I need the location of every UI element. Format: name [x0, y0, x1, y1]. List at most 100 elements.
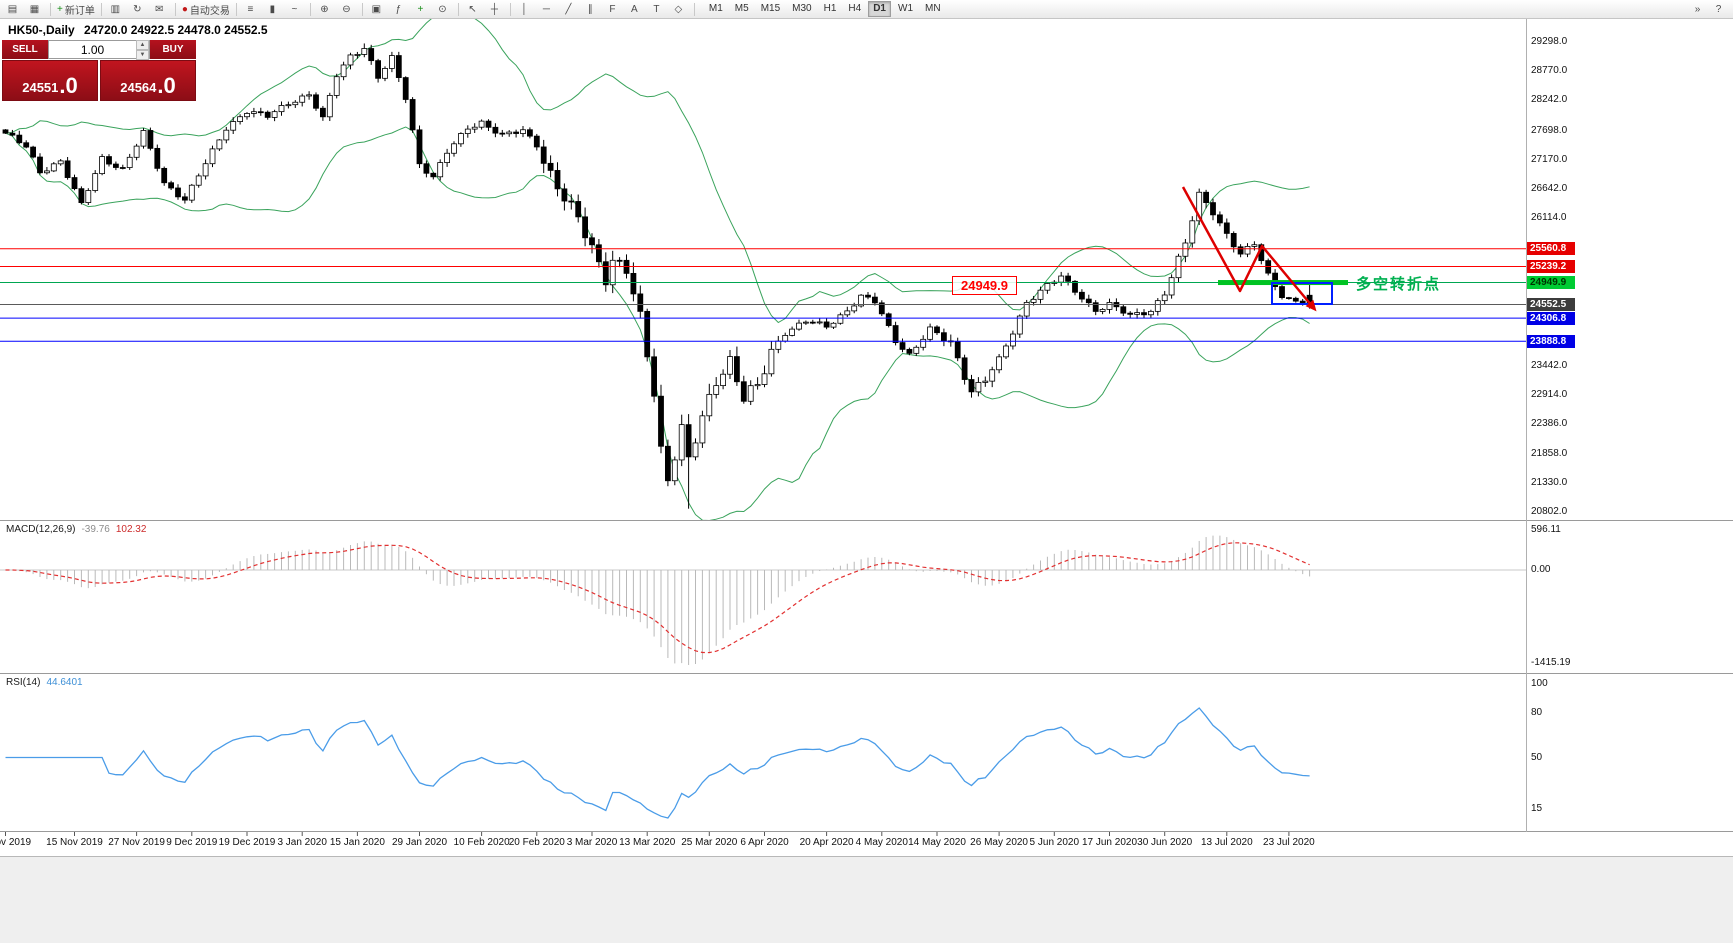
macd-pane — [0, 535, 1526, 665]
toolbar-separator — [509, 2, 511, 16]
rsi-pane — [5, 707, 1310, 819]
add-indicator-icon[interactable]: + — [411, 2, 432, 17]
label-icon-glyph: T — [653, 3, 660, 15]
tile-windows-icon[interactable]: ▣ — [367, 2, 388, 17]
toolbar-separator — [693, 2, 695, 16]
toolbar-separator — [361, 2, 363, 16]
profiles-icon-glyph: ▦ — [29, 3, 40, 15]
autotrading-button-glyph: ● — [181, 3, 188, 15]
vertical-line-icon[interactable]: │ — [515, 2, 536, 17]
one-click-trading-panel: SELL 1.00 ▲ ▼ BUY 24551.0 24564.0 — [2, 39, 196, 101]
line-chart-icon[interactable]: ~ — [285, 2, 306, 17]
buy-price-fraction: .0 — [157, 73, 176, 98]
timeframe-h1[interactable]: H1 — [823, 3, 837, 14]
cursor-icon-glyph: ↖ — [468, 3, 477, 15]
trade-panel-header: SELL 1.00 ▲ ▼ BUY — [2, 39, 196, 60]
zoom-in-icon[interactable]: ⊕ — [315, 2, 336, 17]
volume-up-icon[interactable]: ▲ — [136, 39, 149, 50]
help-icon[interactable]: ? — [1709, 2, 1730, 17]
fibonacci-icon-glyph: F — [609, 3, 616, 15]
horizontal-line-icon-glyph: ─ — [542, 3, 550, 15]
timeframe-h4[interactable]: H4 — [848, 3, 862, 14]
volume-down-icon[interactable]: ▼ — [136, 49, 149, 60]
bollinger-bands — [5, 18, 1310, 520]
zoom-out-icon[interactable]: ⊖ — [337, 2, 358, 17]
trendline-icon[interactable]: ╱ — [559, 2, 580, 17]
channel-icon[interactable]: ∥ — [581, 2, 602, 17]
label-icon[interactable]: T — [647, 2, 668, 17]
refresh-icon[interactable]: ↻ — [128, 2, 149, 17]
help-icon-glyph: ? — [1715, 3, 1722, 15]
sell-price-fraction: .0 — [59, 73, 78, 98]
toolbar-separator — [235, 2, 237, 16]
toolbar-separator — [457, 2, 459, 16]
candles — [2, 43, 1313, 509]
candlestick-chart-icon-glyph: ▮ — [269, 3, 276, 15]
pane-separators[interactable] — [0, 18, 1733, 832]
sell-tab[interactable]: SELL — [2, 40, 48, 59]
toolbar-overflow-icon[interactable]: » — [1688, 2, 1709, 17]
horizontal-line-icon[interactable]: ─ — [537, 2, 558, 17]
timeframe-m5[interactable]: M5 — [734, 3, 749, 14]
crosshair-icon[interactable]: ┼ — [485, 2, 506, 17]
trendline-icon-glyph: ╱ — [565, 3, 572, 15]
timeframe-m15[interactable]: M15 — [760, 3, 781, 14]
volume-input[interactable]: 1.00 ▲ ▼ — [48, 39, 150, 60]
candlestick-chart-icon[interactable]: ▮ — [263, 2, 284, 17]
timeframe-m1[interactable]: M1 — [708, 3, 723, 14]
sell-button[interactable]: 24551.0 — [2, 60, 98, 101]
refresh-icon-glyph: ↻ — [133, 3, 142, 15]
alerts-icon-glyph: ✉ — [155, 3, 164, 15]
crosshair-icon-glyph: ┼ — [490, 3, 498, 15]
vertical-line-icon-glyph: │ — [521, 3, 528, 15]
chart-window-icon-glyph: ▤ — [7, 3, 18, 15]
chart-annotations[interactable] — [1181, 186, 1348, 312]
zoom-in-icon-glyph: ⊕ — [320, 3, 329, 15]
channel-icon-glyph: ∥ — [587, 3, 593, 15]
fibonacci-icon[interactable]: F — [603, 2, 624, 17]
autotrading-button-label: 自动交易 — [189, 5, 230, 17]
shapes-icon[interactable]: ◇ — [669, 2, 690, 17]
line-chart-icon-glyph: ~ — [291, 3, 298, 15]
chart-window-icon[interactable]: ▤ — [3, 2, 24, 17]
buy-price: 24564 — [120, 80, 157, 95]
text-icon[interactable]: A — [625, 2, 646, 17]
macd-signal-line — [5, 542, 1310, 654]
level-lines — [0, 248, 1526, 342]
timeframe-bar: M1 M5 M15 M30 H1 H4 D1 W1 MN — [703, 1, 947, 17]
toolbar-separator — [100, 2, 102, 16]
blue-highlight-rect — [1271, 282, 1333, 305]
toolbar: ▤ ▦ + 新订单 ▥ ↻ ✉ ● 自动交易 ≡ ▮ ~ ⊕ ⊖ ▣ ƒ + ⊙ ↖ ┼ │ ─ ╱ ∥ F A T ◇ M1 M5 M15… — [0, 0, 1733, 19]
shapes-icon-glyph: ◇ — [674, 3, 683, 15]
chart-shift-icon[interactable]: ▥ — [106, 2, 127, 17]
timeframe-d1[interactable]: D1 — [868, 1, 891, 17]
cycles-icon-glyph: ⊙ — [438, 3, 447, 15]
bar-chart-icon[interactable]: ≡ — [241, 2, 262, 17]
toolbar-separator — [50, 2, 51, 16]
indicators-icon[interactable]: ƒ — [389, 2, 410, 17]
cursor-icon[interactable]: ↖ — [463, 2, 484, 17]
timeframe-mn[interactable]: MN — [925, 3, 941, 14]
toolbar-separator — [309, 2, 311, 16]
indicators-icon-glyph: ƒ — [395, 3, 402, 15]
buy-button[interactable]: 24564.0 — [100, 60, 196, 101]
toolbar-right-icons: »? — [1688, 2, 1730, 17]
profiles-icon[interactable]: ▦ — [25, 2, 46, 17]
autotrading-button[interactable]: ● 自动交易 — [180, 2, 232, 17]
trade-panel-prices: 24551.0 24564.0 — [2, 60, 196, 101]
timeframe-w1[interactable]: W1 — [898, 3, 913, 14]
alerts-icon[interactable]: ✉ — [150, 2, 171, 17]
timeframe-m30[interactable]: M30 — [792, 3, 812, 14]
new-order-button[interactable]: + 新订单 — [55, 2, 97, 17]
add-indicator-icon-glyph: + — [417, 3, 424, 15]
volume-stepper[interactable]: ▲ ▼ — [136, 39, 149, 60]
buy-tab[interactable]: BUY — [150, 40, 196, 59]
red-arrow-head — [1305, 299, 1317, 312]
red-trend-arrow — [1181, 186, 1313, 307]
text-icon-glyph: A — [631, 3, 638, 15]
cycles-icon[interactable]: ⊙ — [433, 2, 454, 17]
date-ticks — [5, 832, 1290, 836]
new-order-button-label: 新订单 — [64, 5, 95, 17]
volume-value: 1.00 — [80, 42, 105, 57]
